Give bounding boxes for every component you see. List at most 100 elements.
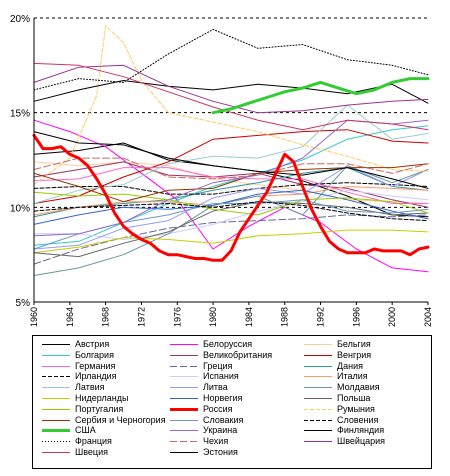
legend-swatch: [304, 430, 332, 432]
series-line-Эстония: [33, 131, 429, 189]
series-line-Бельгия: [33, 161, 429, 204]
legend-swatch: [170, 365, 198, 367]
legend-swatch: [304, 376, 332, 378]
series-line-Швеция: [33, 62, 429, 131]
series-line-Румыния: [33, 25, 429, 186]
x-tick-label: 1996: [351, 307, 361, 327]
legend-swatch: [304, 441, 332, 443]
series-line-Дания: [33, 167, 429, 218]
legend-swatch: [170, 430, 198, 432]
legend-swatch: [304, 365, 332, 367]
legend-label: Болгария: [75, 349, 114, 360]
legend-label: Молдавия: [337, 382, 380, 393]
y-tick-label: 15%: [10, 109, 30, 120]
legend-label: Румыния: [337, 403, 375, 414]
legend-label: Норвегия: [203, 393, 243, 403]
legend-label: Венгрия: [337, 349, 372, 360]
legend-label: Финляндия: [337, 425, 385, 436]
legend-label: Италия: [337, 371, 368, 382]
legend-label: Россия: [203, 403, 233, 414]
legend-swatch: [42, 441, 70, 443]
legend-swatch: [304, 398, 332, 399]
legend-swatch: [42, 376, 70, 378]
legend-label: Латвия: [75, 382, 105, 393]
legend-swatch: [304, 419, 332, 421]
series-line-Болгария: [33, 125, 429, 246]
x-tick-label: 1984: [244, 307, 254, 327]
series-line-Великобритания: [33, 161, 429, 208]
legend-swatch: [170, 419, 198, 421]
x-tick-label: 1976: [172, 307, 182, 327]
legend-label: Украина: [203, 425, 238, 436]
x-tick-label: 1968: [101, 307, 111, 327]
legend-swatch: [170, 344, 198, 345]
series-line-США: [211, 77, 430, 115]
legend-swatch: [42, 387, 70, 389]
legend-label: Франция: [75, 436, 112, 447]
chart-legend: Австрия Белоруссия Бельгия Болгария Великобр…: [32, 335, 432, 469]
legend-label: Великобритания: [203, 349, 273, 360]
legend-swatch: [170, 452, 198, 453]
legend-label: Литва: [203, 382, 228, 393]
legend-label: Польша: [337, 393, 371, 403]
legend-label: Греция: [203, 360, 233, 371]
legend-label: США: [75, 425, 96, 436]
legend-swatch: [304, 354, 332, 356]
legend-swatch: [170, 407, 198, 411]
y-tick-label: 20%: [10, 14, 30, 25]
legend-label: Нидерланды: [75, 393, 129, 403]
legend-label: Швеция: [75, 447, 108, 457]
legend-label: Сербия и Черногория: [75, 414, 166, 425]
legend-label: Дания: [337, 360, 363, 371]
legend-swatch: [170, 354, 198, 356]
series-line-Латвия: [33, 104, 429, 204]
y-tick-label: 5%: [16, 298, 31, 309]
series-line-Германия: [33, 167, 429, 204]
x-tick-label: 1980: [208, 307, 218, 327]
x-tick-label: 1972: [136, 307, 146, 327]
legend-label: Словакия: [203, 414, 244, 425]
series-line-Финляндия: [33, 80, 429, 104]
series-line-Словения: [33, 201, 429, 222]
x-tick-label: 1992: [316, 307, 326, 327]
y-tick-label: 10%: [10, 203, 30, 214]
legend-label: Испания: [203, 371, 239, 382]
legend-swatch: [304, 344, 332, 345]
legend-swatch: [170, 441, 198, 443]
legend-label: Швейцария: [337, 436, 386, 447]
legend-swatch: [42, 408, 70, 410]
legend-label: Ирландия: [75, 371, 117, 382]
legend-swatch: [304, 408, 332, 410]
legend-label: Бельгия: [337, 339, 371, 349]
legend-swatch: [170, 376, 198, 378]
x-tick-label: 2000: [387, 307, 397, 327]
legend-label: Чехия: [203, 436, 229, 447]
series-line-Сербия и Черногория: [33, 163, 429, 203]
legend-swatch: [42, 354, 70, 356]
legend-label: Португалия: [75, 403, 124, 414]
legend-label: Эстония: [203, 447, 238, 457]
series-line-Норвегия: [33, 189, 429, 225]
series-line-Молдавия: [33, 165, 429, 276]
series-line-Литва: [33, 165, 429, 250]
chart-axes: [33, 18, 428, 303]
x-tick-label: 1964: [65, 307, 75, 327]
series-line-Португалия: [33, 191, 429, 216]
chart-series-group: [32, 25, 430, 276]
x-axis-ticks: 1960 1964 1968 1972 1976 1980 1984 1988 1992 1996…: [29, 302, 433, 327]
legend-swatch: [42, 429, 70, 433]
legend-swatch: [42, 398, 70, 399]
legend-swatch: [42, 452, 70, 453]
x-tick-label: 2004: [423, 307, 433, 327]
legend-swatch: [170, 398, 198, 399]
legend-label: Словения: [337, 414, 379, 425]
legend-swatch: [170, 387, 198, 389]
legend-swatch: [42, 365, 70, 367]
legend-label: Белоруссия: [203, 339, 253, 349]
legend-swatch: [304, 387, 332, 389]
x-tick-label: 1960: [29, 307, 39, 327]
series-line-Франция: [33, 28, 429, 91]
y-axis-ticks: 5% 10% 15% 20%: [10, 14, 30, 309]
legend-label: Австрия: [75, 339, 110, 349]
